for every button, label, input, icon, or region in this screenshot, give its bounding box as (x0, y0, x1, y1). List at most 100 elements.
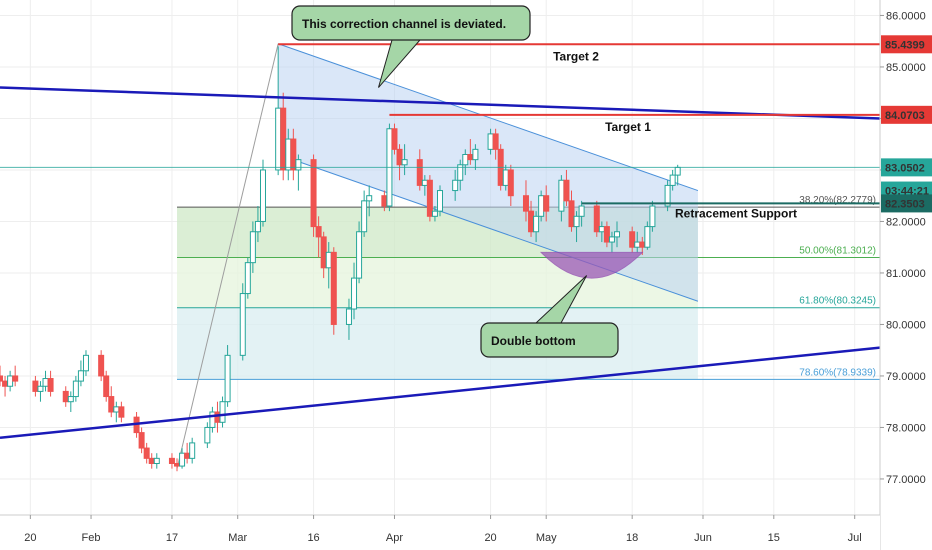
y-tick-label-4: 82.0000 (886, 216, 926, 228)
candle-body-92 (649, 205, 656, 228)
price-tag-label-0: 85.4399 (885, 39, 925, 51)
candle-body-30 (214, 411, 221, 423)
y-tick-label-5: 81.0000 (886, 268, 926, 280)
candle-body-67 (472, 148, 479, 161)
candle-body-63 (452, 179, 459, 192)
y-tick-label-1: 85.0000 (886, 62, 926, 74)
candle-body-22 (153, 457, 160, 465)
x-tick-label-0: 20 (24, 532, 36, 544)
candle-body-11 (77, 370, 84, 382)
x-tick-label-2: 17 (166, 532, 178, 544)
candle-body-52 (366, 195, 373, 202)
candle-body-37 (259, 169, 266, 222)
candle-body-56 (396, 148, 403, 166)
y-axis-background (880, 0, 932, 550)
candle-body-32 (224, 354, 231, 403)
candle-body-78 (558, 179, 565, 212)
candle-body-68 (487, 133, 494, 150)
candle-body-36 (254, 220, 261, 233)
candle-body-51 (361, 200, 368, 233)
candle-body-40 (285, 138, 292, 171)
candle-body-90 (639, 241, 646, 248)
double-bottom-arc (539, 251, 644, 279)
candle-body-19 (138, 432, 145, 449)
candle-body-81 (573, 215, 580, 228)
candle-body-76 (538, 195, 545, 217)
candle-body-94 (669, 174, 676, 186)
trendline-1 (0, 346, 881, 439)
target-label-0: Target 2 (553, 49, 599, 63)
candle-body-50 (356, 231, 363, 279)
fib-label-0: 38.20%(82.2779) (799, 195, 876, 206)
candle-body-3 (12, 375, 19, 382)
callout-text-0: This correction channel is deviated. (302, 17, 506, 31)
y-tick-label-9: 77.0000 (886, 474, 926, 486)
candle-body-66 (467, 154, 474, 161)
candle-body-86 (608, 236, 615, 243)
candle-body-79 (563, 179, 570, 202)
candle-body-42 (295, 159, 302, 171)
impulse-line (176, 43, 279, 469)
x-tick-label-5: Apr (386, 532, 403, 544)
candle-body-35 (249, 231, 256, 264)
y-tick-label-8: 78.0000 (886, 422, 926, 434)
candle-body-26 (184, 452, 191, 459)
candle-body-72 (507, 169, 514, 197)
candle-body-53 (381, 195, 388, 207)
y-axis: 86.000085.000084.000083.000082.000081.00… (879, 0, 932, 550)
candle-body-43 (310, 159, 317, 228)
candle-body-71 (502, 169, 509, 186)
fib-label-1: 50.00%(81.3012) (799, 245, 876, 256)
candle-body-21 (148, 457, 155, 465)
candle-body-41 (290, 138, 297, 171)
candle-body-46 (325, 251, 332, 269)
candle-body-0 (0, 375, 3, 382)
candle-body-39 (280, 107, 287, 171)
candle-body-65 (462, 154, 469, 166)
candle-body-77 (543, 195, 550, 212)
candle-body-29 (209, 411, 216, 428)
candle-body-60 (426, 179, 433, 217)
price-tag-box-2 (881, 158, 932, 177)
candle-body-28 (204, 426, 211, 444)
x-tick-label-6: 20 (484, 532, 496, 544)
candle-body-44 (315, 226, 322, 238)
candle-body-23 (168, 457, 175, 465)
candle-body-6 (42, 378, 49, 387)
x-tick-label-8: 18 (626, 532, 638, 544)
candle-body-74 (528, 210, 535, 233)
x-tick-label-9: Jun (694, 532, 712, 544)
candle-body-10 (72, 380, 79, 398)
candle-body-75 (533, 215, 540, 233)
x-tick-label-10: 15 (768, 532, 780, 544)
y-tick-label-0: 86.0000 (886, 10, 926, 22)
candle-body-8 (62, 390, 69, 403)
candle-body-82 (578, 205, 585, 217)
candle-body-84 (598, 226, 605, 233)
candle-body-48 (345, 308, 352, 325)
candle-body-85 (603, 226, 610, 243)
candle-body-47 (330, 251, 337, 325)
price-tag-box-4 (881, 194, 932, 213)
price-tag-label-4: 82.3503 (885, 198, 925, 210)
target-label-1: Target 1 (605, 120, 651, 134)
callout-box-1 (480, 322, 619, 358)
x-tick-label-4: 16 (307, 532, 319, 544)
candle-body-58 (416, 159, 423, 186)
drawing-lines (0, 43, 881, 439)
candle-body-49 (351, 277, 358, 310)
candle-body-93 (664, 184, 671, 207)
candle-body-2 (7, 375, 14, 387)
annotations: Target 2 Target 1 Retracement Support This … (291, 5, 797, 358)
price-tag-box-1 (881, 105, 932, 124)
candle-body-12 (82, 354, 89, 372)
candle-body-62 (437, 190, 443, 212)
candle-body-88 (629, 231, 636, 248)
x-tick-label-3: Mar (228, 532, 247, 544)
candle-body-55 (391, 128, 398, 150)
candle-body-17 (118, 406, 125, 418)
channel-lower-line (277, 154, 699, 302)
candle-body-87 (614, 231, 621, 238)
x-tick-label-11: Jul (848, 532, 862, 544)
